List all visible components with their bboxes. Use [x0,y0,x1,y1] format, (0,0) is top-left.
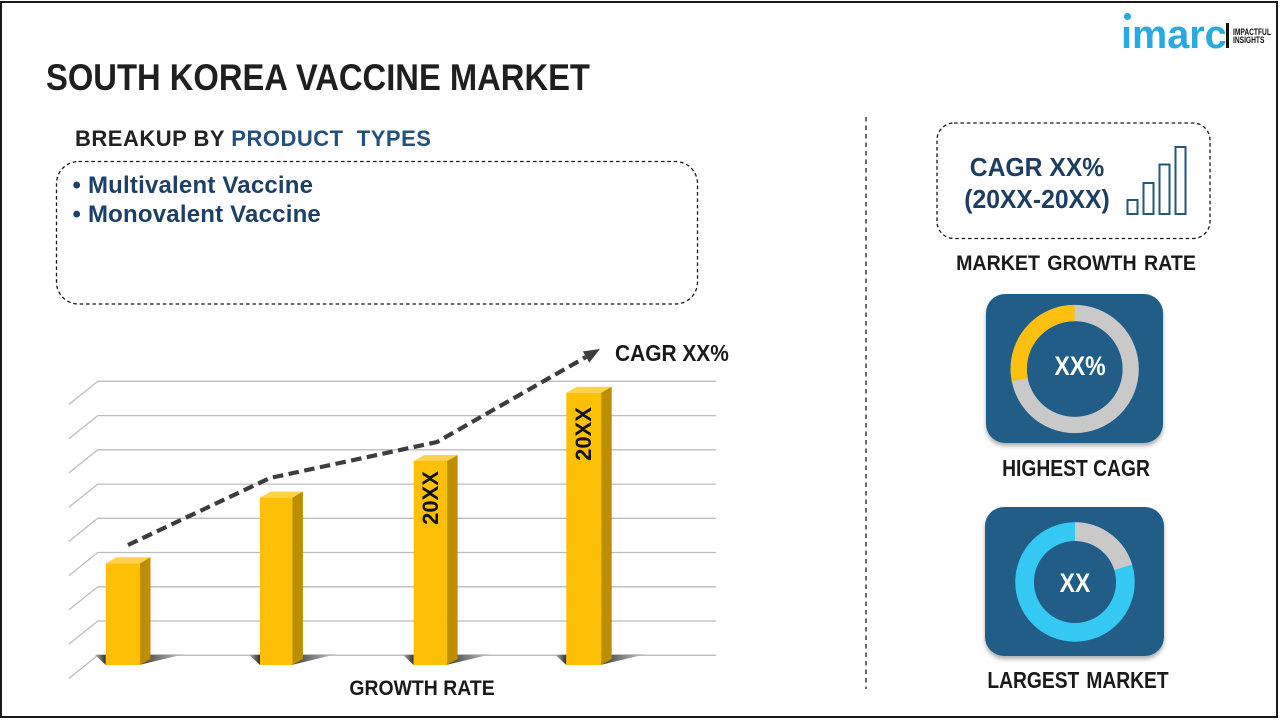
svg-text:20XX: 20XX [418,471,443,525]
svg-text:20XX: 20XX [571,407,596,461]
